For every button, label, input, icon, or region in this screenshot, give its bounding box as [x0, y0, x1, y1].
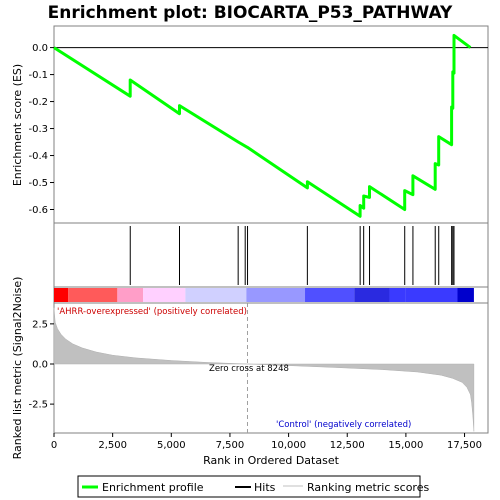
colorbar-segment: [185, 288, 247, 302]
x-axis-label: Rank in Ordered Dataset: [203, 454, 340, 467]
ranked-metric-area: [53, 307, 475, 432]
es-y-axis-label: Enrichment score (ES): [11, 64, 24, 186]
es-y-axis: 0.0 -0.1 -0.2 -0.3 -0.4 -0.5 -0.6: [28, 43, 54, 216]
legend-label-metric: Ranking metric scores: [307, 481, 429, 494]
metric-y-tick-label: 0.0: [32, 359, 48, 370]
metric-area-path: [53, 307, 475, 432]
es-y-tick-label: -0.2: [28, 97, 48, 108]
colorbar-segment: [354, 288, 390, 302]
metric-y-tick-label: 2.5: [32, 319, 48, 330]
colorbar-segment: [68, 288, 118, 302]
hits-panel-frame: [53, 222, 489, 288]
colorbar-segment: [405, 288, 458, 302]
es-y-tick-label: -0.4: [28, 151, 48, 162]
es-y-tick-label: -0.5: [28, 178, 48, 189]
es-y-tick-label: 0.0: [32, 43, 48, 54]
x-tick-label: 2,500: [98, 440, 127, 451]
positive-label: 'AHRR-overexpressed' (positively correla…: [57, 307, 247, 317]
negative-label: 'Control' (negatively correlated): [276, 420, 411, 430]
colorbar-segment: [389, 288, 406, 302]
colorbar-segment: [305, 288, 355, 302]
x-tick-label: 5,000: [157, 440, 186, 451]
enrichment-profile: [53, 33, 488, 218]
es-y-tick-label: -0.6: [28, 205, 48, 216]
hits-marks: [129, 226, 455, 285]
colorbar-segment: [246, 288, 306, 302]
metric-y-axis: 2.5 0.0 -2.5: [28, 319, 54, 411]
x-tick-label: 12,500: [330, 440, 365, 451]
metric-y-axis-label: Ranked list metric (Signal2Noise): [11, 277, 24, 460]
enrichment-profile-line: [53, 33, 472, 218]
colorbar-segment: [143, 288, 186, 302]
x-tick-label: 15,000: [388, 440, 423, 451]
chart-title: Enrichment plot: BIOCARTA_P53_PATHWAY: [48, 3, 453, 23]
es-y-tick-label: -0.1: [28, 70, 48, 81]
legend-label-hits: Hits: [254, 481, 276, 494]
zero-cross-label: Zero cross at 8248: [209, 364, 289, 374]
colorbar-segment: [54, 288, 69, 302]
colorbar-segment: [117, 288, 144, 302]
legend-label-enrichment: Enrichment profile: [102, 481, 204, 494]
x-tick-label: 7,500: [216, 440, 245, 451]
ranking-colorbar: [54, 288, 474, 302]
x-tick-label: 10,000: [271, 440, 306, 451]
x-tick-label: 0: [51, 440, 57, 451]
enrichment-panel-frame: [53, 25, 489, 224]
metric-x-axis: 0 2,500 5,000 7,500 10,000 12,500 15,000 17,500: [51, 433, 482, 451]
metric-y-tick-label: -2.5: [28, 400, 48, 411]
legend: Enrichment profile Hits Ranking metric s…: [77, 475, 429, 498]
es-y-tick-label: -0.3: [28, 124, 48, 135]
colorbar-segment: [457, 288, 474, 302]
x-tick-label: 17,500: [447, 440, 482, 451]
